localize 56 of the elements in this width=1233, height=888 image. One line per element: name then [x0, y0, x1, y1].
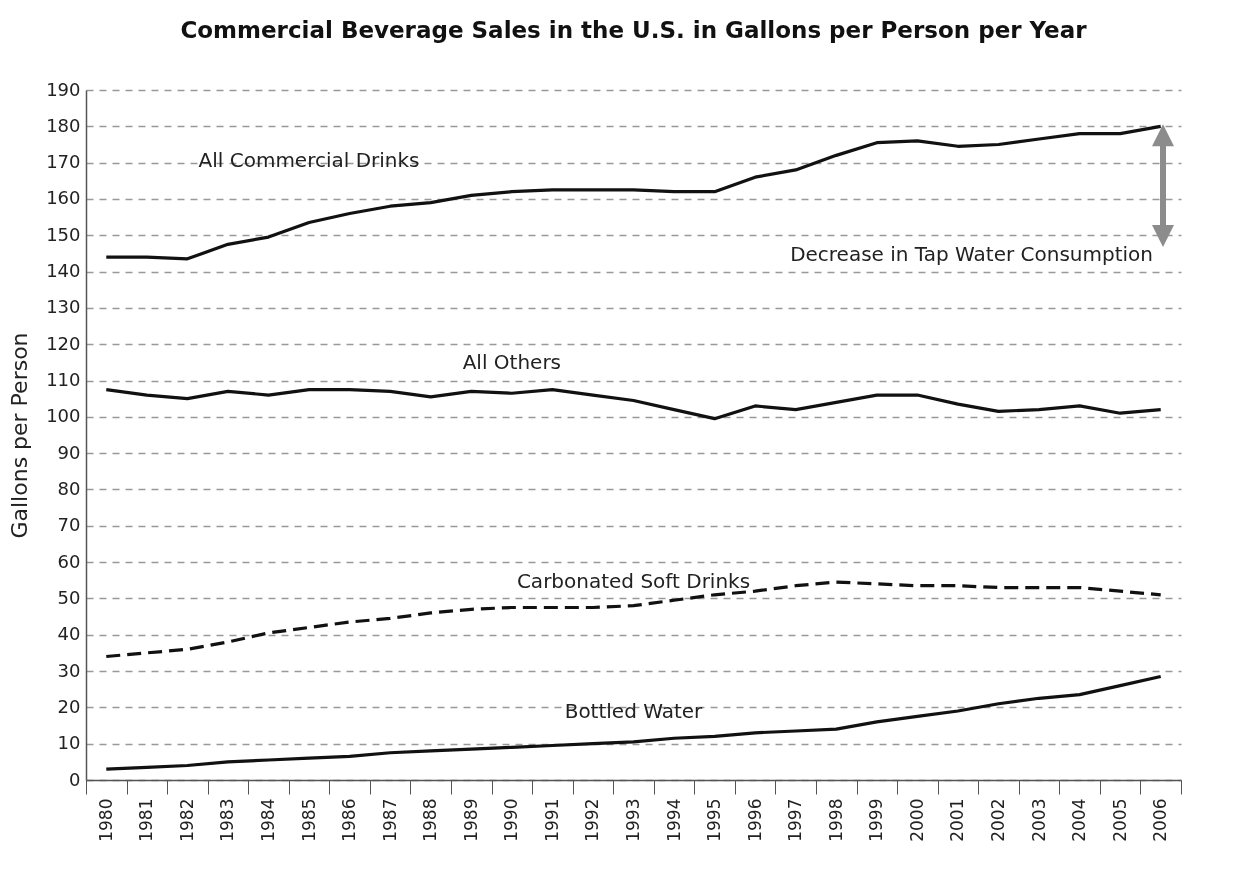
- x-tick-label: 2004: [1069, 798, 1090, 842]
- series-label: Bottled Water: [564, 698, 704, 723]
- x-tick-label: 1993: [623, 798, 643, 842]
- y-tick-label: 70: [57, 514, 81, 536]
- y-tick-label: 150: [46, 223, 81, 245]
- x-tick-label: 1990: [501, 798, 522, 842]
- series-label: All Others: [462, 350, 562, 375]
- y-tick-label: 120: [46, 332, 81, 354]
- y-tick-label: 60: [57, 550, 81, 572]
- x-tick-label: 1992: [582, 798, 603, 842]
- x-tick-label: 2005: [1109, 798, 1130, 842]
- x-tick-label: 1997: [785, 798, 806, 842]
- x-tick-label: 1995: [704, 798, 725, 842]
- x-tick-label: 1994: [663, 798, 684, 842]
- line-series: [104, 388, 1163, 421]
- y-tick-label: 20: [57, 695, 81, 717]
- x-tick-label: 2001: [947, 798, 968, 842]
- x-tick-label: 1999: [866, 798, 887, 842]
- x-tick-label: 1986: [339, 798, 360, 842]
- y-tick-label: 140: [46, 260, 81, 282]
- x-tick-label: 1989: [460, 798, 481, 842]
- x-tick-label: 1982: [176, 798, 197, 842]
- x-tick-label: 1987: [379, 798, 400, 842]
- y-tick-label: 100: [46, 405, 81, 427]
- y-tick-label: 10: [57, 732, 81, 754]
- line-series: [104, 674, 1163, 771]
- y-tick-label: 90: [57, 441, 81, 463]
- x-tick-label: 1988: [420, 798, 441, 842]
- y-axis-title: Gallons per Person: [7, 332, 33, 539]
- y-tick-label: 30: [57, 659, 81, 681]
- y-tick-label: 160: [46, 187, 81, 209]
- x-tick-label: 1985: [298, 798, 319, 842]
- x-tick-label: 1981: [136, 798, 157, 842]
- x-tick-label: 2006: [1150, 798, 1171, 842]
- chart-title: Commercial Beverage Sales in the U.S. in Gallons per Person per Year: [180, 17, 1088, 43]
- x-tick-label: 2003: [1028, 798, 1049, 842]
- y-tick-label: 80: [57, 477, 81, 499]
- x-tick-label: 1984: [258, 798, 278, 842]
- y-tick-label: 130: [46, 296, 81, 318]
- x-tick-label: 1998: [825, 798, 846, 842]
- y-tick-label: 40: [57, 623, 81, 645]
- y-tick-label: 170: [46, 151, 81, 173]
- x-tick-label: 2002: [988, 798, 1008, 842]
- x-tick-label: 1996: [744, 798, 765, 842]
- y-tick-label: 110: [46, 369, 81, 391]
- y-tick-label: 0: [69, 768, 81, 790]
- y-tick-label: 50: [57, 586, 81, 608]
- series-label: Carbonated Soft Drinks: [516, 568, 751, 593]
- x-tick-label: 1980: [95, 798, 116, 842]
- annotation: Decrease in Tap Water Consumption: [790, 242, 1153, 266]
- x-tick-label: 1983: [217, 798, 238, 842]
- y-tick-label: 190: [46, 78, 81, 100]
- y-tick-label: 180: [46, 114, 81, 136]
- x-tick-label: 1991: [541, 798, 562, 842]
- series-label: All Commercial Drinks: [198, 147, 420, 172]
- x-tick-label: 2000: [906, 798, 927, 842]
